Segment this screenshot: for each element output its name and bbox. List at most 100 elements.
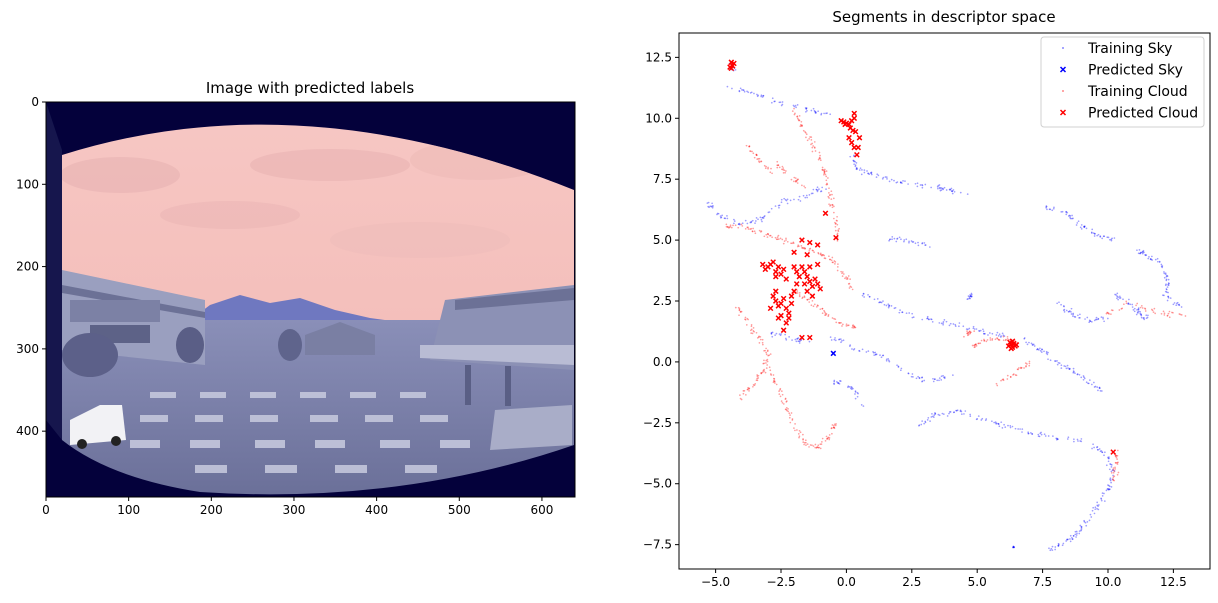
training-point [747, 386, 750, 389]
training-point [1049, 208, 1052, 211]
training-point [1151, 259, 1154, 261]
training-point [749, 228, 752, 230]
training-point [899, 181, 902, 184]
training-point [829, 113, 832, 116]
training-point [1099, 235, 1102, 238]
training-point [934, 412, 936, 414]
training-point [756, 379, 759, 382]
training-point [829, 204, 831, 207]
training-point [916, 182, 919, 185]
training-point [833, 380, 836, 383]
training-point [1106, 312, 1109, 314]
training-point [938, 186, 941, 189]
training-point [926, 317, 929, 320]
training-point [771, 236, 773, 239]
training-point [750, 227, 753, 230]
training-point [775, 383, 778, 386]
training-point [1002, 379, 1005, 382]
training-point [729, 224, 732, 227]
training-point [891, 238, 893, 241]
training-point [955, 409, 958, 412]
training-point [873, 298, 876, 301]
training-point [1045, 206, 1047, 209]
training-point [749, 150, 752, 153]
training-point [1109, 477, 1112, 480]
training-point [779, 334, 782, 337]
training-point [932, 377, 934, 380]
training-point [983, 340, 986, 342]
predicted-point [791, 249, 797, 256]
training-point [834, 229, 837, 232]
training-point [792, 241, 795, 244]
training-point [821, 441, 823, 443]
training-point [1079, 524, 1082, 527]
training-point [816, 446, 818, 449]
training-point [836, 266, 839, 268]
training-point [792, 104, 795, 107]
training-point [943, 376, 945, 379]
training-point [855, 168, 858, 171]
training-point [757, 377, 760, 379]
training-point [1132, 309, 1135, 311]
training-point [1103, 320, 1105, 323]
training-point [1180, 306, 1183, 308]
training-point [1088, 321, 1091, 324]
training-point [921, 242, 924, 245]
legend-marker-dot [1062, 90, 1064, 92]
predicted-point [801, 281, 808, 287]
training-point [879, 354, 881, 356]
training-point [758, 342, 761, 344]
training-point [853, 325, 856, 328]
training-point [791, 418, 794, 420]
training-point [1056, 302, 1058, 305]
training-point [1002, 378, 1005, 381]
training-point [896, 237, 899, 240]
training-point [1030, 342, 1033, 345]
training-point [765, 351, 768, 354]
training-point [1093, 319, 1096, 322]
predicted-point [780, 266, 787, 273]
training-point [796, 115, 798, 118]
training-point [837, 229, 840, 232]
image-x-tick-label: 500 [448, 503, 471, 517]
training-point [1056, 438, 1059, 440]
training-point [983, 332, 985, 335]
training-point [888, 305, 891, 307]
training-point [766, 350, 769, 353]
training-point [833, 426, 835, 429]
training-point [798, 429, 801, 432]
training-point [1108, 456, 1110, 458]
training-point [795, 180, 797, 182]
training-point [853, 154, 855, 157]
training-point [979, 329, 982, 332]
training-point [845, 278, 848, 280]
training-point [802, 129, 805, 132]
training-point [952, 323, 955, 325]
training-point [1116, 458, 1118, 460]
image-x-tick-label: 200 [200, 503, 223, 517]
training-point [838, 227, 840, 230]
training-point [763, 235, 766, 238]
training-point [1045, 350, 1048, 353]
training-point [949, 410, 952, 413]
training-point [1123, 303, 1125, 306]
training-point [761, 338, 764, 341]
training-point [1106, 317, 1109, 320]
training-point [761, 341, 764, 344]
training-point [749, 150, 751, 152]
training-point [1138, 249, 1141, 251]
training-point [1072, 315, 1074, 317]
training-point [1069, 216, 1071, 219]
training-point [763, 362, 765, 365]
training-point [847, 283, 850, 285]
training-point [966, 330, 968, 332]
training-point [801, 297, 804, 300]
training-point [974, 344, 977, 346]
training-point [1137, 308, 1140, 311]
training-point [989, 339, 992, 341]
training-point [908, 240, 910, 243]
training-point [893, 237, 896, 240]
training-point [785, 237, 787, 240]
training-point [981, 417, 984, 420]
training-point [985, 418, 988, 420]
